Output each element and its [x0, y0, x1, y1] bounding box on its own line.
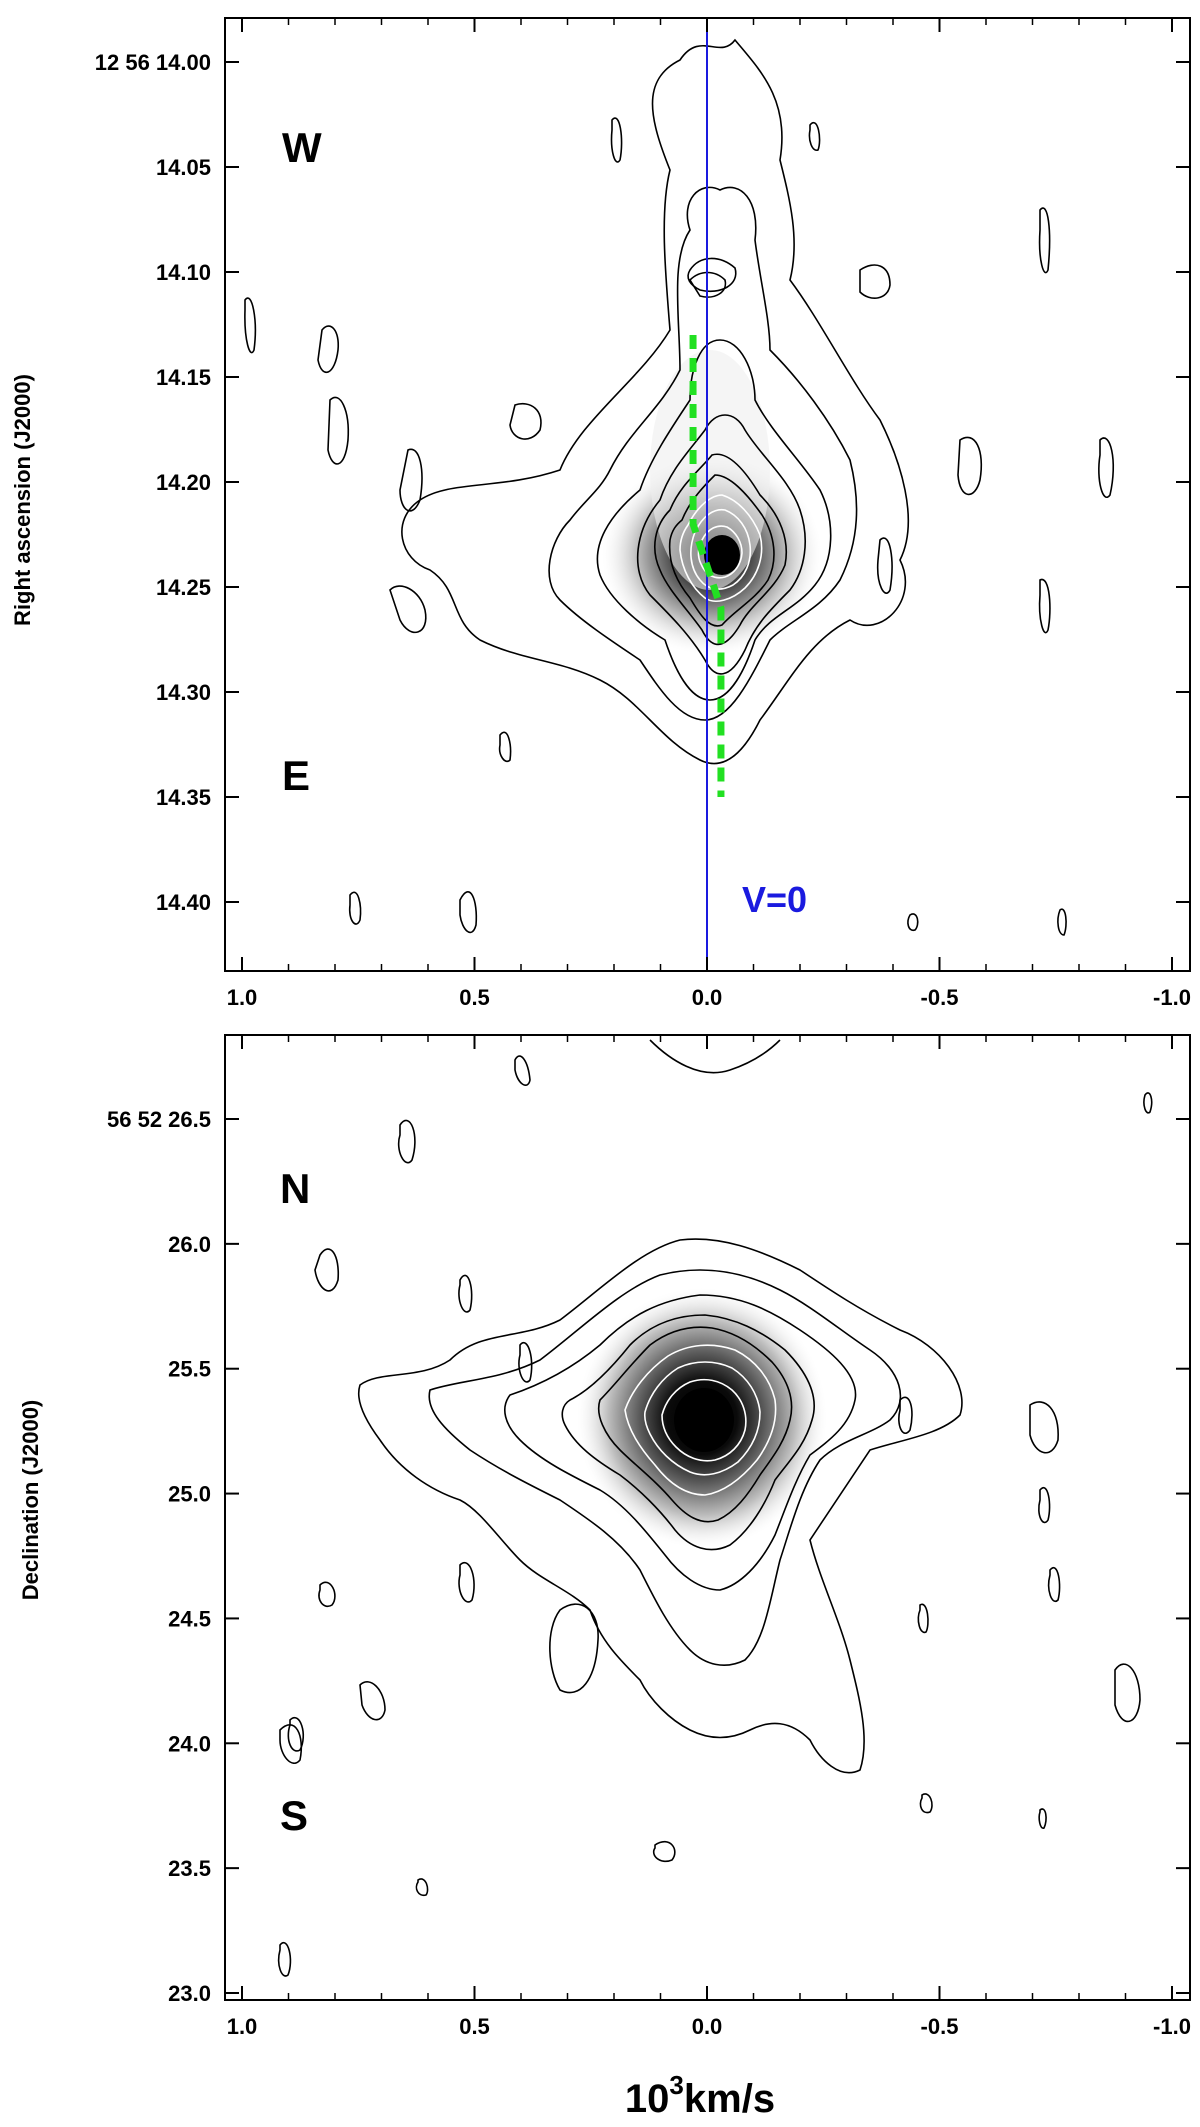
x-tick-label: -0.5	[921, 2014, 959, 2039]
x-tick-label: 1.0	[227, 985, 258, 1010]
dec-y-axis-title: Declination (J2000)	[18, 1400, 43, 1601]
x-tick-label: 0.0	[692, 985, 723, 1010]
y-tick-label: 24.5	[168, 1606, 211, 1631]
ra-label-west: W	[282, 124, 322, 171]
x-tick-label: -0.5	[921, 985, 959, 1010]
y-tick-label: 14.15	[156, 365, 211, 390]
y-tick-label: 25.0	[168, 1482, 211, 1507]
x-axis-title-base: 10	[625, 2077, 670, 2121]
y-tick-label: 24.0	[168, 1731, 211, 1756]
ra-v0-label: V=0	[742, 879, 807, 920]
x-tick-label: -1.0	[1153, 2014, 1191, 2039]
y-tick-label: 56 52 26.5	[107, 1107, 211, 1132]
dec-contours	[277, 1039, 1153, 1977]
x-tick-label: -1.0	[1153, 985, 1191, 1010]
dec-label-north: N	[280, 1165, 310, 1212]
dec-y-axis: 56 52 26.5 26.0 25.5 25.0 24.5 24.0 23.5 23.0	[107, 1107, 1190, 2006]
y-tick-label: 26.0	[168, 1232, 211, 1257]
y-tick-label: 14.30	[156, 680, 211, 705]
ra-y-axis: 12 56 14.00 14.05 14.10 14.15 14.20 14.25 14.3…	[95, 50, 1190, 915]
x-tick-label: 1.0	[227, 2014, 258, 2039]
y-tick-label: 23.0	[168, 1981, 211, 2006]
y-tick-label: 14.05	[156, 155, 211, 180]
y-tick-label: 12 56 14.00	[95, 50, 211, 75]
ra-emission-halo	[650, 350, 770, 590]
y-tick-label: 23.5	[168, 1856, 211, 1881]
ra-y-axis-title: Right ascension (J2000)	[10, 374, 35, 626]
y-tick-label: 14.35	[156, 785, 211, 810]
ra-x-axis: 1.0 0.5 0.0 -0.5 -1.0	[227, 18, 1191, 1010]
x-tick-label: 0.0	[692, 2014, 723, 2039]
y-tick-label: 14.10	[156, 260, 211, 285]
dec-label-south: S	[280, 1792, 308, 1839]
dec-x-axis: 1.0 0.5 0.0 -0.5 -1.0	[227, 1035, 1191, 2039]
ra-overlay	[689, 18, 725, 971]
y-tick-label: 14.20	[156, 470, 211, 495]
velocity-trace	[689, 335, 725, 797]
panel-dec: 1.0 0.5 0.0 -0.5 -1.0 56 52 26.5 26.0 25.5 25.0…	[18, 1034, 1191, 2039]
x-tick-label: 0.5	[459, 985, 490, 1010]
x-axis-title-exp: 3	[669, 2070, 683, 2100]
x-axis-title: 103km/s	[625, 2070, 775, 2121]
x-tick-label: 0.5	[459, 2014, 490, 2039]
y-tick-label: 14.25	[156, 575, 211, 600]
y-tick-label: 25.5	[168, 1357, 211, 1382]
x-axis-title-unit: km/s	[684, 2077, 775, 2121]
panel-ra: 1.0 0.5 0.0 -0.5 -1.0 12 56 14.0014.0514.101…	[10, 17, 1191, 1010]
ra-contours	[244, 38, 1115, 936]
y-tick-label: 14.40	[156, 890, 211, 915]
ra-label-east: E	[282, 752, 310, 799]
